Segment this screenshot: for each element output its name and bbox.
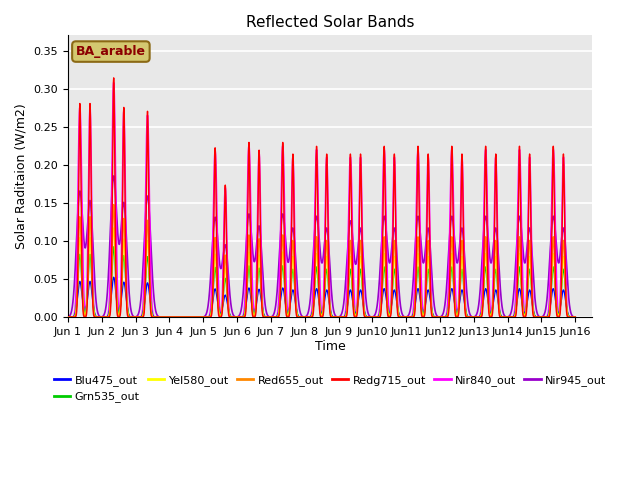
Redg715_out bbox=[177, 314, 185, 320]
Nir945_out bbox=[254, 227, 262, 232]
Nir840_out bbox=[570, 314, 577, 320]
Nir945_out bbox=[570, 314, 577, 320]
Grn535_out bbox=[168, 314, 175, 320]
Nir945_out bbox=[572, 314, 579, 320]
Nir840_out bbox=[254, 186, 262, 192]
Yel580_out bbox=[463, 314, 471, 320]
Line: Blu475_out: Blu475_out bbox=[68, 277, 575, 317]
Red655_out bbox=[572, 314, 579, 320]
Legend: Blu475_out, Grn535_out, Yel580_out, Red655_out, Redg715_out, Nir840_out, Nir945_: Blu475_out, Grn535_out, Yel580_out, Red6… bbox=[49, 371, 611, 407]
Yel580_out bbox=[572, 314, 579, 320]
Nir840_out bbox=[463, 314, 471, 320]
Nir945_out bbox=[177, 314, 185, 320]
Nir840_out bbox=[173, 314, 180, 320]
Line: Redg715_out: Redg715_out bbox=[68, 78, 575, 317]
Blu475_out bbox=[254, 289, 262, 295]
Yel580_out bbox=[64, 314, 72, 320]
Grn535_out bbox=[110, 244, 118, 250]
Red655_out bbox=[110, 202, 118, 207]
Nir840_out bbox=[177, 314, 185, 320]
Grn535_out bbox=[64, 314, 72, 320]
Yel580_out bbox=[173, 314, 180, 320]
Redg715_out bbox=[64, 314, 72, 320]
Red655_out bbox=[463, 314, 471, 320]
Nir945_out bbox=[64, 314, 72, 320]
Redg715_out bbox=[254, 202, 262, 208]
Grn535_out bbox=[463, 313, 471, 319]
Redg715_out bbox=[572, 314, 579, 320]
Grn535_out bbox=[572, 314, 579, 320]
Yel580_out bbox=[392, 264, 399, 270]
Blu475_out bbox=[168, 314, 175, 320]
Nir945_out bbox=[110, 173, 118, 179]
Nir840_out bbox=[392, 189, 399, 194]
Nir840_out bbox=[168, 314, 175, 320]
Redg715_out bbox=[173, 314, 180, 320]
Red655_out bbox=[168, 314, 175, 320]
Grn535_out bbox=[177, 314, 185, 320]
Nir945_out bbox=[463, 297, 471, 302]
Nir840_out bbox=[64, 314, 72, 320]
Red655_out bbox=[392, 254, 399, 260]
Line: Red655_out: Red655_out bbox=[68, 204, 575, 317]
Red655_out bbox=[173, 314, 180, 320]
Grn535_out bbox=[254, 273, 262, 278]
Redg715_out bbox=[110, 75, 118, 81]
Line: Nir840_out: Nir840_out bbox=[68, 83, 575, 317]
Redg715_out bbox=[570, 314, 577, 320]
Grn535_out bbox=[173, 314, 180, 320]
Red655_out bbox=[64, 314, 72, 320]
Nir945_out bbox=[392, 231, 399, 237]
Yel580_out bbox=[570, 314, 577, 320]
Nir945_out bbox=[168, 314, 175, 320]
Yel580_out bbox=[168, 314, 175, 320]
Line: Grn535_out: Grn535_out bbox=[68, 247, 575, 317]
Redg715_out bbox=[168, 314, 175, 320]
Grn535_out bbox=[570, 314, 577, 320]
Red655_out bbox=[177, 314, 185, 320]
Blu475_out bbox=[463, 313, 471, 319]
Line: Yel580_out: Yel580_out bbox=[68, 228, 575, 317]
Y-axis label: Solar Raditaion (W/m2): Solar Raditaion (W/m2) bbox=[15, 103, 28, 249]
Text: BA_arable: BA_arable bbox=[76, 45, 146, 58]
X-axis label: Time: Time bbox=[315, 340, 346, 353]
Line: Nir945_out: Nir945_out bbox=[68, 176, 575, 317]
Nir840_out bbox=[572, 314, 579, 320]
Yel580_out bbox=[177, 314, 185, 320]
Blu475_out bbox=[572, 314, 579, 320]
Red655_out bbox=[570, 314, 577, 320]
Blu475_out bbox=[173, 314, 180, 320]
Grn535_out bbox=[392, 274, 399, 279]
Blu475_out bbox=[110, 275, 118, 280]
Blu475_out bbox=[177, 314, 185, 320]
Blu475_out bbox=[64, 314, 72, 320]
Redg715_out bbox=[463, 314, 471, 320]
Yel580_out bbox=[110, 225, 118, 231]
Blu475_out bbox=[392, 290, 399, 296]
Title: Reflected Solar Bands: Reflected Solar Bands bbox=[246, 15, 414, 30]
Red655_out bbox=[254, 252, 262, 258]
Blu475_out bbox=[570, 314, 577, 320]
Redg715_out bbox=[392, 205, 399, 211]
Nir945_out bbox=[173, 314, 180, 320]
Nir840_out bbox=[110, 80, 118, 85]
Yel580_out bbox=[254, 263, 262, 269]
